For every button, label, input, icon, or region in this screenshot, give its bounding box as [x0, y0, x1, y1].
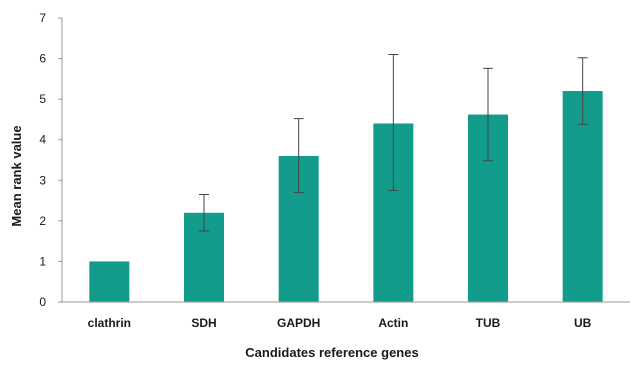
y-tick-label: 1	[39, 254, 46, 268]
x-ticks-layer: clathrin SDH GAPDH Actin TUB UB	[88, 316, 592, 330]
y-tick-label: 7	[39, 11, 46, 25]
y-axis-title: Mean rank value	[9, 125, 24, 226]
error-bar-sdh	[199, 193, 209, 232]
y-tick-label: 5	[39, 92, 46, 106]
y-tick-label: 4	[39, 133, 46, 147]
x-tick-label: TUB	[476, 316, 501, 330]
x-tick-label: Actin	[378, 316, 408, 330]
y-tick-label: 2	[39, 214, 46, 228]
error-bar-gapdh	[293, 118, 304, 193]
axes-layer	[61, 18, 630, 303]
x-tick-label: SDH	[191, 316, 216, 330]
y-tick-label: 3	[39, 173, 46, 187]
error-bar-ub	[577, 57, 588, 125]
y-tick-label: 0	[39, 295, 46, 309]
error-bar-tub	[483, 67, 493, 162]
y-tick-label: 6	[39, 52, 46, 66]
x-tick-label: UB	[574, 316, 592, 330]
x-tick-label: clathrin	[88, 316, 131, 330]
bars-layer	[89, 91, 603, 303]
bar-clathrin	[89, 261, 130, 302]
x-axis-title: Candidates reference genes	[245, 345, 418, 360]
y-ticks-layer: 0 1 2 3 4 5 6 7	[39, 11, 62, 309]
x-tick-label: GAPDH	[277, 316, 320, 330]
error-bar-actin	[388, 54, 399, 191]
error-bars-layer	[199, 54, 588, 232]
bar-ub	[562, 91, 603, 303]
